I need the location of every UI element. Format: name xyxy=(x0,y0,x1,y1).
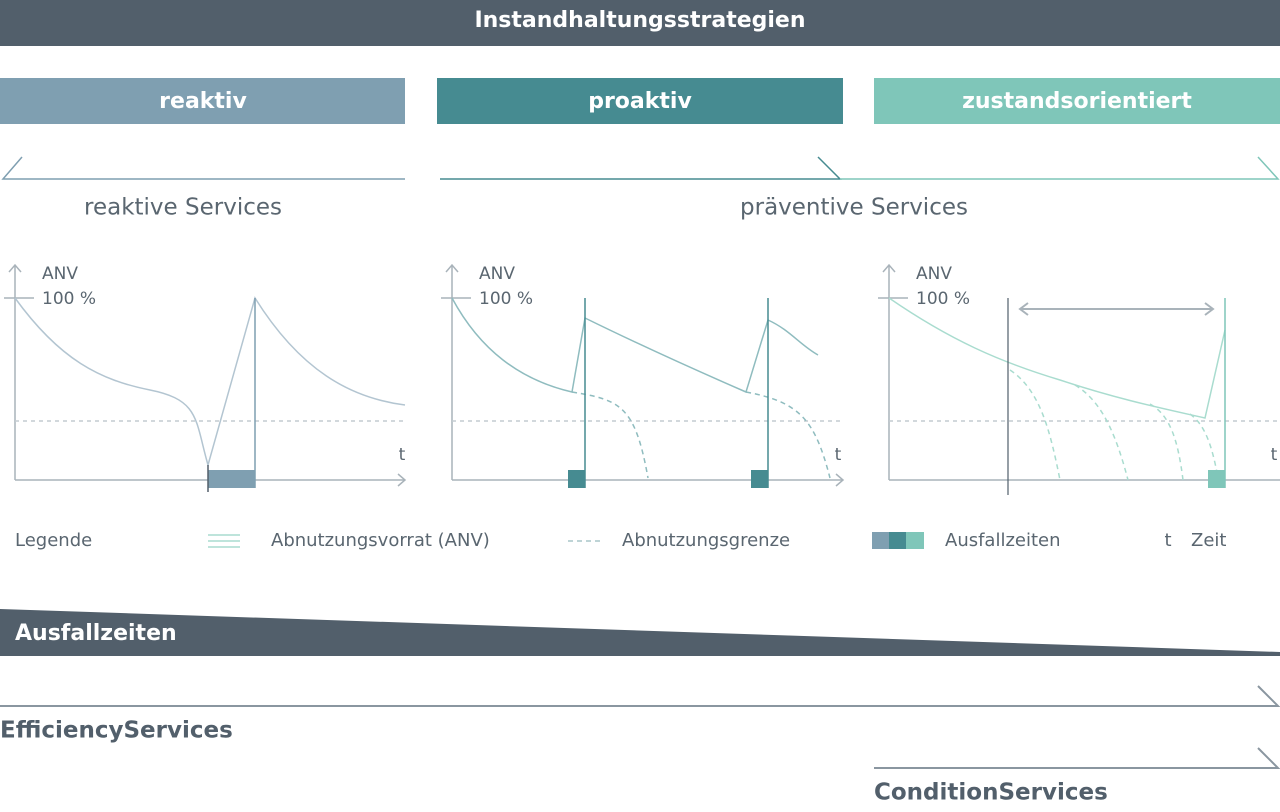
strategy-label: proaktiv xyxy=(588,89,692,114)
strategy-bar xyxy=(437,78,843,124)
axes xyxy=(878,263,1280,481)
panel: ANV 100 % t xyxy=(878,263,1280,495)
downtime-label: Ausfallzeiten xyxy=(15,621,177,646)
marker xyxy=(584,298,769,488)
legend-item: Zeit xyxy=(1191,530,1226,551)
legend-swatch xyxy=(872,532,889,549)
wear-projection xyxy=(571,391,831,479)
x-label: t xyxy=(1271,445,1278,465)
legend-title: Legende xyxy=(15,530,92,551)
group-label: reaktive Services xyxy=(84,195,282,221)
legend-swatch xyxy=(889,532,906,549)
downtime xyxy=(1208,470,1225,488)
downtime-wedge xyxy=(0,609,1280,656)
service-label: EfficiencyServices xyxy=(0,718,233,744)
bracket xyxy=(440,156,842,180)
interval-arrow xyxy=(1018,302,1215,316)
y-value: 100 % xyxy=(916,289,970,309)
y-value: 100 % xyxy=(479,289,533,309)
header-bar xyxy=(0,0,1280,46)
legend-item: Ausfallzeiten xyxy=(945,530,1061,551)
x-label: t xyxy=(835,445,842,465)
strategy-label: reaktiv xyxy=(159,89,247,114)
legend-item: Abnutzungsvorrat (ANV) xyxy=(271,530,490,551)
bracket xyxy=(840,156,1280,180)
bracket xyxy=(1,156,405,180)
legend-item: Abnutzungsgrenze xyxy=(622,530,790,551)
downtime xyxy=(751,470,768,488)
wear-projection xyxy=(1009,369,1219,481)
y-label: ANV xyxy=(42,264,78,284)
legend-symbol: t xyxy=(1164,530,1171,551)
strategy-bar xyxy=(0,78,405,124)
y-value: 100 % xyxy=(42,289,96,309)
legend-swatch xyxy=(208,534,240,548)
strategy-bar xyxy=(874,78,1280,124)
y-label: ANV xyxy=(916,264,952,284)
wear-curve xyxy=(451,297,819,394)
panel: ANV 100 % t xyxy=(441,263,845,488)
service-arrow xyxy=(0,685,1280,707)
group-label: präventive Services xyxy=(740,195,968,221)
panel: ANV 100 % t xyxy=(4,263,407,492)
strategy-label: zustandsorientiert xyxy=(962,89,1192,114)
axes xyxy=(441,263,845,487)
title: Instandhaltungsstrategien xyxy=(474,8,805,33)
wear-curve xyxy=(14,296,406,468)
wear-curve xyxy=(888,297,1226,419)
legend-swatch xyxy=(906,532,924,549)
service-label: ConditionServices xyxy=(874,780,1108,806)
x-label: t xyxy=(399,445,406,465)
y-label: ANV xyxy=(479,264,515,284)
downtime xyxy=(208,470,255,488)
service-arrow xyxy=(874,747,1280,769)
downtime xyxy=(568,470,585,488)
